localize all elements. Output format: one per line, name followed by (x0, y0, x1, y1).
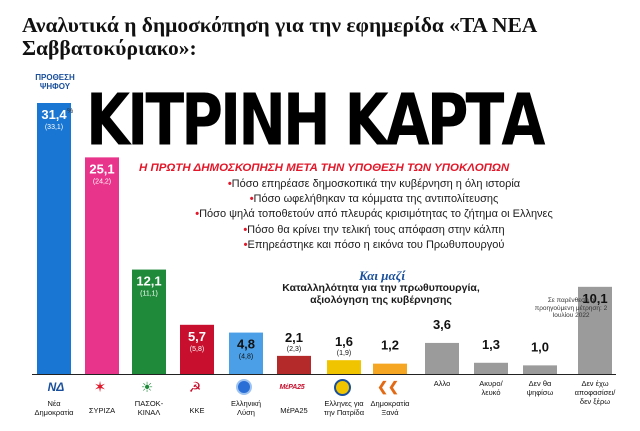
bar-previous-label: (24,2) (93, 178, 111, 185)
bar-previous-label: (2,3) (287, 346, 301, 353)
nd-logo-icon: ΝΔ (47, 380, 65, 394)
category-label: Ελληνες για την Πατρίδα (324, 399, 365, 417)
poll-topic-item: •Πόσο επηρέασε δημοσκοπικά την κυβέρνηση… (134, 177, 614, 192)
bar-2 (132, 269, 166, 374)
bar-0 (37, 103, 71, 374)
poll-topic-item: •Πόσο θα κρίνει την τελική τους απόφαση … (134, 223, 614, 238)
bullet-marker: • (243, 238, 248, 251)
bar-9 (474, 362, 508, 374)
category-label: ΠΑΣΟΚ-ΚΙΝΑΛ (135, 399, 164, 417)
bar-value-label: 2,1 (285, 330, 303, 345)
pasok-sun-icon: ☀ (140, 378, 154, 395)
bar-value-label: 1,2 (381, 338, 399, 353)
elliniki-lysi-logo-icon (231, 377, 257, 397)
bar-value-label: 5,7 (188, 329, 206, 344)
bar-3 (180, 324, 214, 374)
bar-value-label: 1,6 (335, 334, 353, 349)
poll-topic-text: Πόσο ψηλά τοποθετούν από πλευράς κρισιμό… (199, 208, 553, 221)
bar-10 (523, 365, 557, 374)
elliniki-lysi-globe-icon (236, 379, 252, 395)
poll-topic-text: Πόσο επηρέασε δημοσκοπικά την κυβέρνηση … (231, 178, 521, 190)
bar-5 (277, 355, 311, 374)
ellines-logo-icon (329, 377, 355, 397)
bar-4 (229, 332, 263, 374)
bullet-marker: • (243, 223, 248, 236)
bar-previous-label: (11,1) (140, 291, 158, 298)
vote-intent-label: ΠΡΟΘΕΣΗ ΨΗΦΟΥ (35, 73, 75, 91)
top-strip-cutoff (28, 0, 228, 6)
category-label: Ακυρο/λευκό (479, 379, 503, 397)
poll-topic-item: •Επηρεάστηκε και πόσο η εικόνα του Πρωθυ… (134, 238, 614, 253)
syriza-star-icon: ✶ (93, 379, 107, 396)
bar-8 (425, 342, 459, 374)
ellines-emblem-icon (333, 378, 351, 396)
bar-value-label: 25,1 (89, 161, 114, 176)
bullet-marker: • (195, 208, 200, 221)
category-label: ΚΚΕ (189, 406, 204, 415)
previous-measurement-note: Σε παρένθεση η προηγούμενη μέτρηση: 2 Ιο… (534, 297, 608, 319)
dimokratia-xana-logo-icon: ❮❮ (377, 379, 399, 394)
percent-mark: % (67, 108, 74, 115)
bar-1 (85, 157, 119, 374)
category-label: Αλλο (434, 379, 451, 388)
bar-value-label: 12,1 (136, 274, 161, 289)
vote-intention-chart: 31,4 (33,1) 25,1 (24,2) 12,1 (11,1) 5,7 (5,8) 4,… (32, 103, 617, 417)
poll-title: ΚΙΤΡΙΝΗ ΚΑΡΤΑ (86, 79, 546, 162)
bar-previous-label: (5,8) (190, 346, 204, 353)
article-headline: Αναλυτικά η δημοσκόπηση για την εφημερίδ… (22, 13, 537, 60)
bar-value-label: 4,8 (237, 337, 255, 352)
poll-topic-item: •Πόσο ωφελήθηκαν τα κόμματα της αντιπολί… (134, 192, 614, 207)
poll-topic-text: Πόσο θα κρίνει την τελική τους απόφαση σ… (247, 223, 505, 236)
bar-value-label: 10,1 (582, 291, 607, 306)
bar-previous-label: (4,8) (239, 354, 253, 361)
bar-previous-label: (33,1) (45, 124, 63, 131)
kai-mazi-heading: Και μαζί (358, 268, 406, 283)
category-label: Ελληνική Λύση (231, 399, 261, 417)
bullet-marker: • (227, 178, 232, 190)
category-label: Νέα Δημοκρατία (35, 399, 75, 417)
bullet-marker: • (249, 193, 254, 206)
category-label: Δημοκρατία Ξανά (371, 399, 411, 417)
poll-infographic: 31,4 (33,1) 25,1 (24,2) 12,1 (11,1) 5,7 (5,8) 4,… (26, 70, 618, 428)
poll-topic-text: Πόσο ωφελήθηκαν τα κόμματα της αντιπολίτ… (253, 193, 499, 206)
bar-7 (373, 363, 407, 374)
poll-topic-item: •Πόσο ψηλά τοποθετούν από πλευράς κρισιμ… (134, 207, 614, 222)
category-label: ΜέΡΑ25 (280, 406, 307, 415)
bar-value-label: 1,3 (482, 337, 500, 352)
bar-previous-label: (1,9) (337, 350, 351, 357)
category-label: ΣΥΡΙΖΑ (89, 406, 115, 415)
category-label: Δεν έχω αποφασίσει/δεν ξέρω (575, 379, 617, 406)
bar-value-label: 3,6 (433, 317, 451, 332)
kke-hammer-sickle-icon: ☭ (188, 378, 202, 395)
poll-subtitle: Η ΠΡΩΤΗ ΔΗΜΟΣΚΟΠΗΣΗ ΜΕΤΑ ΤΗΝ ΥΠΟΘΕΣΗ ΤΩΝ… (139, 162, 510, 174)
poll-topics-list: •Πόσο επηρέασε δημοσκοπικά την κυβέρνηση… (134, 177, 614, 253)
bar-11 (578, 286, 612, 374)
bar-value-label: 31,4 (41, 107, 67, 122)
bar-value-label: 1,0 (531, 339, 549, 354)
poll-topic-text: Επηρεάστηκε και πόσο η εικόνα του Πρωθυπ… (247, 238, 505, 251)
kai-mazi-subheading: Καταλληλότητα για την πρωθυπουργία, αξιο… (282, 282, 480, 306)
mera25-logo-icon: ΜέΡΑ25 (279, 383, 305, 391)
category-label: Δεν θα ψηφίσω (527, 379, 554, 397)
bar-6 (327, 360, 361, 374)
